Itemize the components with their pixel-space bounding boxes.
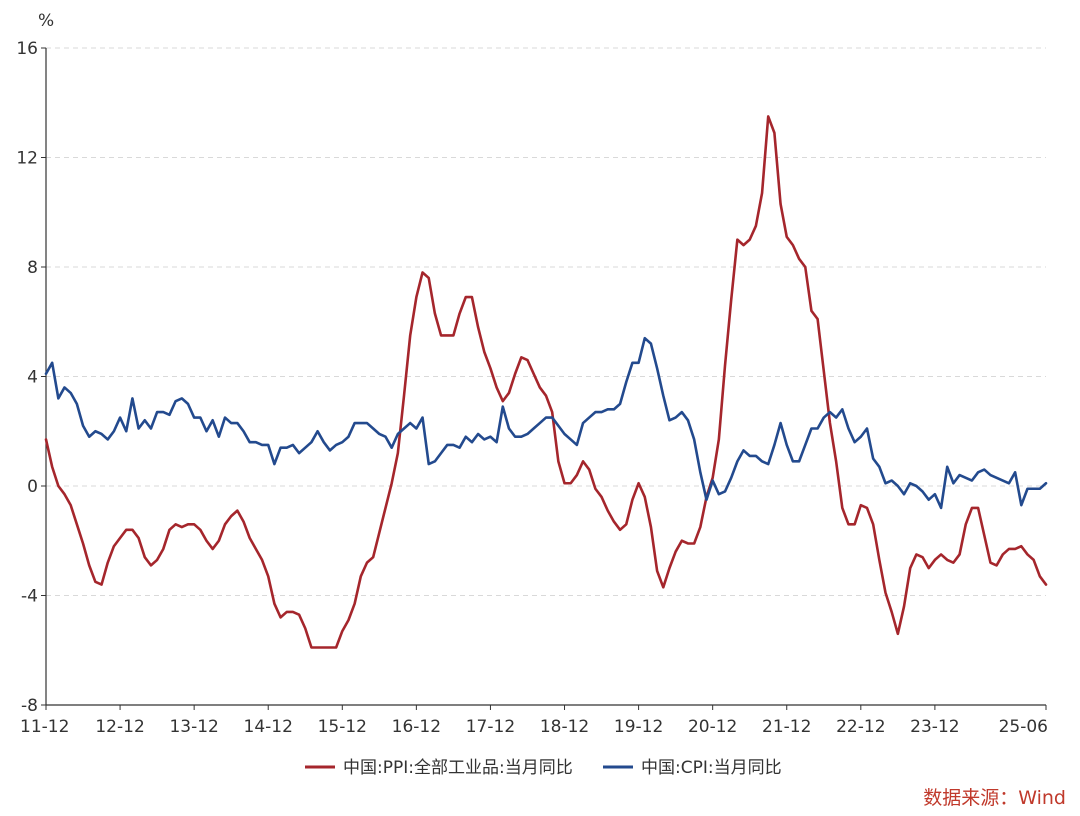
x-tick-label: 15-12 — [318, 717, 367, 737]
legend: 中国:PPI:全部工业品:当月同比 中国:CPI:当月同比 — [305, 758, 782, 778]
data-source-label: 数据来源：Wind — [923, 787, 1066, 809]
y-tick-label: -4 — [21, 587, 38, 607]
x-tick-label: 17-12 — [466, 717, 515, 737]
series-line-cpi — [44, 336, 1048, 510]
x-tick-label: 21-12 — [762, 717, 811, 737]
x-tick-label: 13-12 — [169, 717, 218, 737]
y-tick-label: 12 — [16, 149, 38, 169]
x-tick-label: 25-06 — [999, 717, 1048, 737]
grid-lines — [46, 47, 1046, 596]
y-tick-label: 16 — [16, 39, 38, 59]
axes — [41, 47, 1047, 710]
y-axis-unit-label: % — [38, 11, 54, 31]
x-tick-label: 22-12 — [836, 717, 885, 737]
y-tick-label: 0 — [27, 477, 38, 497]
x-axis-tick-labels: 11-12 12-12 13-12 14-12 15-12 16-12 17-12 18-12… — [20, 717, 1048, 737]
x-tick-label: 20-12 — [688, 717, 737, 737]
x-tick-label: 16-12 — [392, 717, 441, 737]
series-line-ppi — [44, 115, 1048, 649]
y-tick-label: 8 — [27, 258, 38, 278]
x-tick-label: 14-12 — [244, 717, 293, 737]
series-lines — [44, 115, 1048, 649]
x-tick-label: 23-12 — [910, 717, 959, 737]
y-axis-tick-labels: 16 12 8 4 0 -4 -8 — [16, 39, 38, 716]
legend-label-ppi: 中国:PPI:全部工业品:当月同比 — [343, 758, 573, 778]
x-tick-label: 18-12 — [540, 717, 589, 737]
x-tick-label: 12-12 — [95, 717, 144, 737]
x-tick-label: 11-12 — [20, 717, 69, 737]
legend-label-cpi: 中国:CPI:当月同比 — [641, 758, 782, 778]
y-tick-label: -8 — [21, 696, 38, 716]
legend-item-ppi[interactable]: 中国:PPI:全部工业品:当月同比 — [305, 758, 573, 778]
legend-item-cpi[interactable]: 中国:CPI:当月同比 — [603, 758, 782, 778]
y-tick-label: 4 — [27, 368, 38, 388]
x-tick-label: 19-12 — [614, 717, 663, 737]
